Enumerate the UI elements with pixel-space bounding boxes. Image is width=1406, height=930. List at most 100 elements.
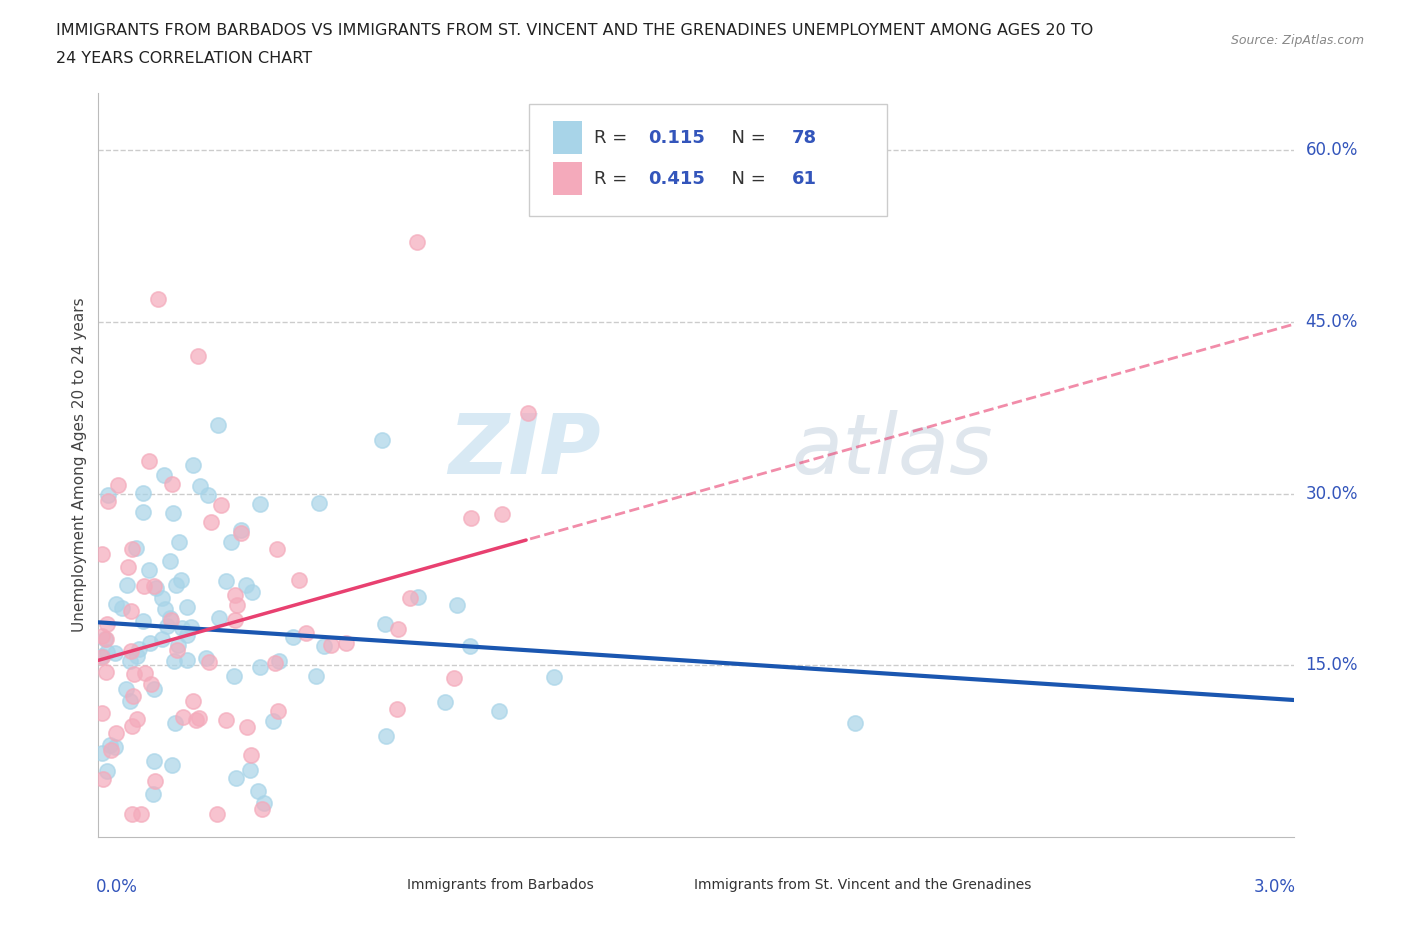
Point bbox=[543, 670, 565, 684]
Point bbox=[94, 631, 117, 646]
Point bbox=[281, 630, 304, 644]
Point bbox=[159, 611, 181, 626]
Point bbox=[131, 485, 153, 500]
Point bbox=[91, 746, 114, 761]
Point bbox=[96, 764, 118, 778]
Point bbox=[262, 713, 284, 728]
Point bbox=[446, 597, 468, 612]
Point bbox=[225, 598, 247, 613]
Text: N =: N = bbox=[720, 128, 772, 147]
Point bbox=[153, 468, 176, 483]
Point bbox=[94, 631, 117, 646]
Point bbox=[170, 572, 193, 587]
Point bbox=[128, 642, 150, 657]
Point bbox=[167, 535, 190, 550]
Point bbox=[134, 666, 156, 681]
Point bbox=[249, 659, 271, 674]
Point bbox=[266, 542, 288, 557]
Point bbox=[96, 616, 118, 631]
Point bbox=[132, 505, 155, 520]
FancyBboxPatch shape bbox=[529, 104, 887, 216]
Point bbox=[219, 535, 242, 550]
Point bbox=[162, 505, 184, 520]
Point bbox=[370, 432, 392, 447]
Point bbox=[91, 648, 114, 663]
Text: 0.415: 0.415 bbox=[648, 169, 704, 188]
Point bbox=[305, 669, 328, 684]
Text: 45.0%: 45.0% bbox=[1306, 312, 1358, 331]
Point bbox=[460, 511, 482, 525]
Point bbox=[374, 729, 396, 744]
Point bbox=[150, 591, 173, 605]
Point bbox=[240, 747, 263, 762]
Point bbox=[98, 738, 121, 753]
Point bbox=[269, 654, 291, 669]
Text: R =: R = bbox=[595, 128, 633, 147]
Point bbox=[488, 704, 510, 719]
Point bbox=[200, 514, 222, 529]
Point bbox=[91, 706, 114, 721]
Point bbox=[458, 639, 481, 654]
Point bbox=[252, 802, 274, 817]
Point bbox=[145, 774, 167, 789]
Point bbox=[91, 650, 114, 665]
Point bbox=[117, 560, 139, 575]
Text: 3.0%: 3.0% bbox=[1254, 878, 1296, 896]
Point bbox=[387, 622, 409, 637]
Point bbox=[105, 596, 128, 611]
Text: Source: ZipAtlas.com: Source: ZipAtlas.com bbox=[1230, 34, 1364, 47]
Point bbox=[198, 654, 221, 669]
Point bbox=[104, 739, 127, 754]
Point bbox=[127, 711, 149, 726]
Point bbox=[205, 806, 228, 821]
Text: ZIP: ZIP bbox=[447, 409, 600, 491]
Point bbox=[385, 701, 408, 716]
Text: 0.0%: 0.0% bbox=[96, 878, 138, 896]
Point bbox=[308, 495, 330, 510]
Point bbox=[163, 715, 186, 730]
Point bbox=[163, 654, 186, 669]
Point bbox=[249, 497, 271, 512]
Text: IMMIGRANTS FROM BARBADOS VS IMMIGRANTS FROM ST. VINCENT AND THE GRENADINES UNEMP: IMMIGRANTS FROM BARBADOS VS IMMIGRANTS F… bbox=[56, 23, 1094, 38]
Point bbox=[295, 625, 318, 640]
Point bbox=[167, 638, 190, 653]
Point bbox=[319, 637, 342, 652]
Point bbox=[96, 665, 118, 680]
Point bbox=[180, 619, 202, 634]
Point bbox=[97, 494, 120, 509]
Text: Immigrants from Barbados: Immigrants from Barbados bbox=[406, 878, 593, 893]
Point bbox=[207, 418, 229, 432]
Point bbox=[138, 563, 160, 578]
Point bbox=[215, 712, 238, 727]
Point bbox=[107, 478, 129, 493]
Point bbox=[517, 405, 540, 420]
Point bbox=[100, 742, 122, 757]
Text: 15.0%: 15.0% bbox=[1306, 657, 1358, 674]
Point bbox=[159, 553, 181, 568]
Point bbox=[406, 234, 429, 249]
Point bbox=[176, 628, 198, 643]
Point bbox=[408, 590, 430, 604]
Point bbox=[152, 631, 174, 646]
Point bbox=[253, 795, 276, 810]
Point bbox=[173, 710, 195, 724]
Point bbox=[139, 636, 162, 651]
Point bbox=[188, 711, 211, 725]
Bar bbox=[361, 879, 395, 892]
Point bbox=[844, 715, 866, 730]
Point bbox=[120, 604, 142, 618]
Point bbox=[335, 635, 357, 650]
Y-axis label: Unemployment Among Ages 20 to 24 years: Unemployment Among Ages 20 to 24 years bbox=[72, 298, 87, 632]
Point bbox=[131, 613, 153, 628]
Point bbox=[145, 581, 167, 596]
Point bbox=[143, 578, 166, 593]
Point bbox=[111, 601, 134, 616]
Point bbox=[183, 694, 205, 709]
Text: 78: 78 bbox=[792, 128, 817, 147]
Point bbox=[236, 720, 259, 735]
Point bbox=[209, 498, 232, 512]
Point bbox=[264, 655, 287, 670]
Text: 24 YEARS CORRELATION CHART: 24 YEARS CORRELATION CHART bbox=[56, 51, 312, 66]
Text: 61: 61 bbox=[792, 169, 817, 188]
Point bbox=[153, 602, 176, 617]
